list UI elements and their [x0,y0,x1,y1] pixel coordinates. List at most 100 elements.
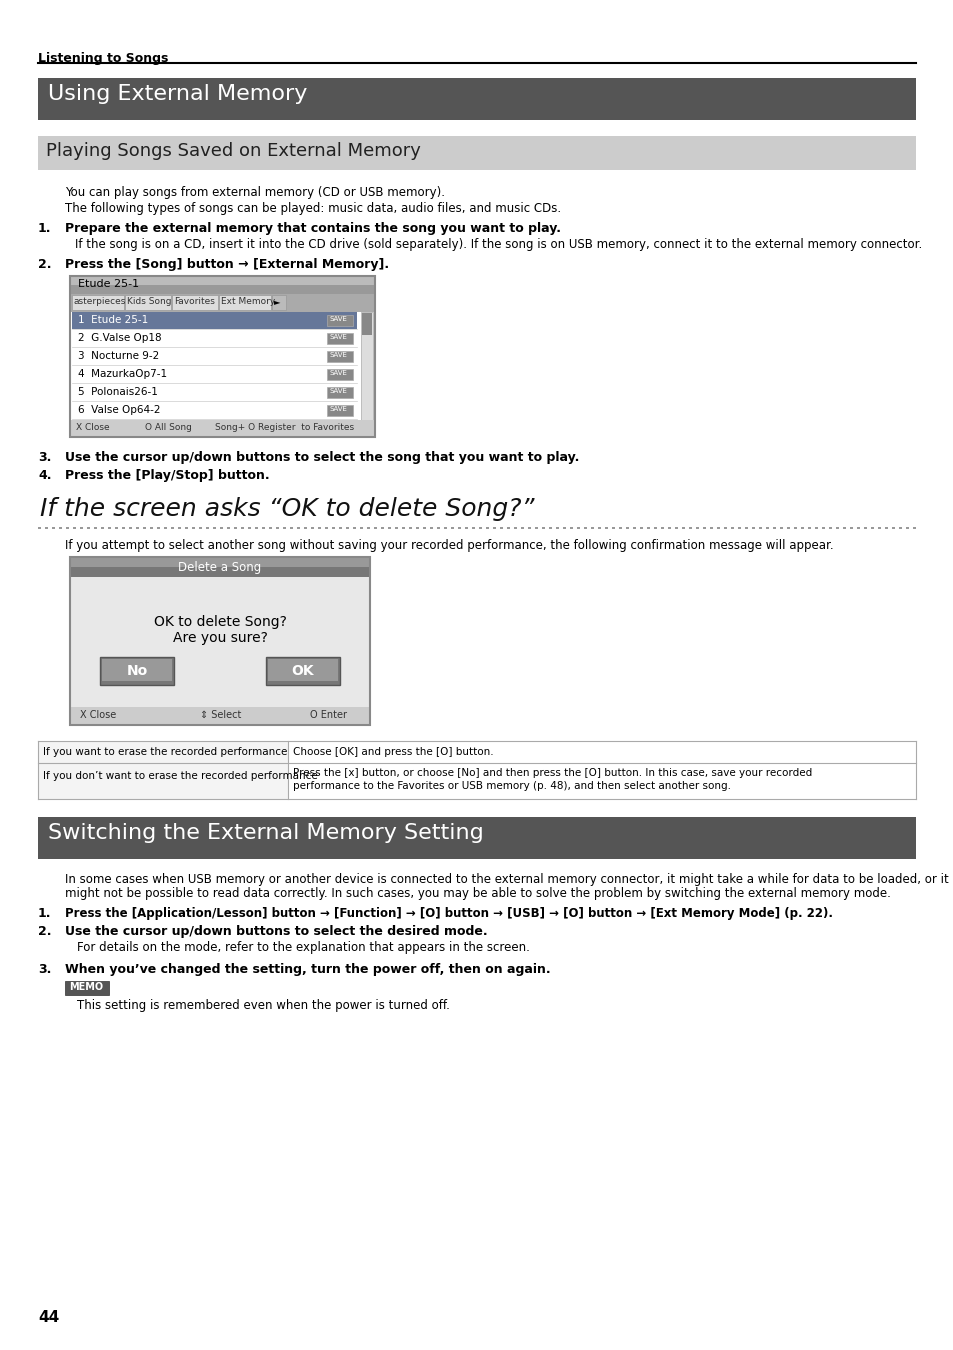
Bar [654,526,657,529]
Bar [70,275,375,285]
Bar [884,526,887,529]
Text: Listening to Songs: Listening to Songs [38,53,168,65]
Text: SAVE: SAVE [330,333,348,340]
Bar [675,526,678,529]
Bar [185,526,189,529]
Text: If you want to erase the recorded performance: If you want to erase the recorded perfor… [43,747,287,757]
Bar [73,526,76,529]
Bar [108,526,112,529]
Bar [327,387,353,398]
Bar [604,526,608,529]
Bar [254,526,258,529]
Bar [45,526,49,529]
Text: Using External Memory: Using External Memory [48,84,307,104]
Bar [436,526,440,529]
Bar [327,405,353,416]
Bar [101,526,105,529]
Text: Choose [OK] and press the [O] button.: Choose [OK] and press the [O] button. [293,747,493,757]
Bar [416,526,419,529]
Bar [262,526,265,529]
Text: SAVE: SAVE [330,406,348,412]
Text: Ext Memory: Ext Memory [221,297,275,306]
Bar [213,526,216,529]
Bar [780,526,782,529]
Bar [87,526,91,529]
Text: Press the [Song] button → [External Memory].: Press the [Song] button → [External Memo… [65,258,389,271]
Text: Are you sure?: Are you sure? [172,630,267,645]
Text: asterpieces: asterpieces [74,297,126,306]
Bar [136,526,139,529]
Text: OK to delete Song?: OK to delete Song? [153,616,286,629]
Bar [71,366,356,383]
Bar [268,659,337,680]
Bar [688,526,692,529]
Bar [288,741,915,763]
Text: Favorites: Favorites [173,297,214,306]
Text: You can play songs from external memory (CD or USB memory).: You can play songs from external memory … [65,186,444,198]
Bar [457,526,461,529]
Bar [70,294,375,312]
Text: OK: OK [292,664,314,678]
Bar [380,526,384,529]
Bar [612,526,615,529]
Bar [122,526,126,529]
Bar [353,526,356,529]
Bar [451,526,454,529]
Bar [464,526,468,529]
Bar [283,526,286,529]
Text: 3.: 3. [38,963,51,976]
Bar [65,981,109,995]
Text: Press the [Play/Stop] button.: Press the [Play/Stop] button. [65,468,270,482]
Bar [801,526,803,529]
Bar [898,526,902,529]
Bar [66,526,70,529]
Bar [38,763,288,799]
Bar [102,659,172,680]
Bar [618,526,622,529]
Bar [332,526,335,529]
Bar [143,526,147,529]
Text: SAVE: SAVE [330,316,348,323]
Bar [877,526,881,529]
Bar [870,526,874,529]
Bar [70,275,375,294]
Bar [667,526,671,529]
Text: 2  G.Valse Op18: 2 G.Valse Op18 [78,333,161,343]
Text: 1.: 1. [38,221,51,235]
Bar [272,296,286,310]
Bar [71,329,356,347]
Bar [577,526,579,529]
Bar [38,741,288,763]
Text: No: No [126,664,148,678]
Bar [269,526,273,529]
Bar [192,526,195,529]
Bar [304,526,307,529]
Bar [38,78,915,120]
Text: 3  Nocturne 9-2: 3 Nocturne 9-2 [78,351,159,360]
Bar [723,526,727,529]
Bar [590,526,594,529]
Bar [514,526,517,529]
Bar [115,526,118,529]
Bar [772,526,776,529]
Text: Delete a Song: Delete a Song [178,562,261,574]
Bar [472,526,475,529]
Bar [660,526,664,529]
Bar [730,526,734,529]
Bar [835,526,839,529]
Text: X Close: X Close [80,710,116,720]
Bar [422,526,426,529]
Bar [401,526,405,529]
Bar [288,763,915,799]
Bar [71,348,356,364]
Bar [891,526,895,529]
Text: SAVE: SAVE [330,387,348,394]
Text: 6  Valse Op64-2: 6 Valse Op64-2 [78,405,160,414]
Text: Use the cursor up/down buttons to select the desired mode.: Use the cursor up/down buttons to select… [65,925,487,938]
Bar [346,526,349,529]
Bar [325,526,328,529]
Bar [493,526,496,529]
Bar [70,558,370,725]
Text: 3.: 3. [38,451,51,464]
Bar [59,526,63,529]
